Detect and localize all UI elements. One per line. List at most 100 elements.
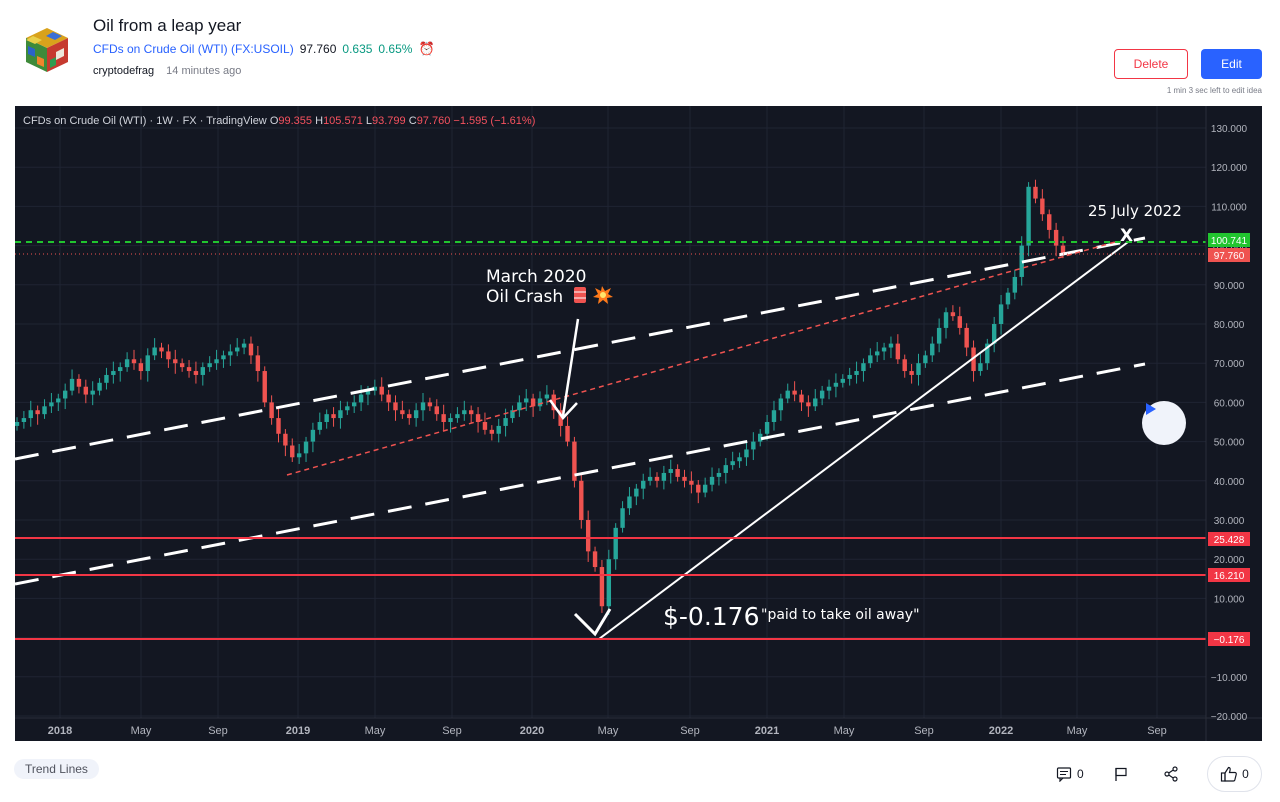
candle-body	[682, 476, 687, 481]
candle-body	[468, 410, 474, 415]
x-tick-label: Sep	[208, 725, 228, 737]
candle-body	[283, 433, 288, 446]
candle-body	[696, 484, 701, 493]
candle-body	[358, 394, 364, 403]
candle-body	[950, 312, 956, 317]
candle-body	[269, 402, 274, 419]
low-price-label: $-0.176	[663, 602, 760, 631]
candle-body	[379, 386, 384, 395]
candle-body	[303, 441, 309, 454]
x-tick-label: May	[834, 725, 855, 737]
candle-body	[255, 355, 261, 372]
candle-body	[345, 406, 350, 411]
likes-count: 0	[1242, 767, 1249, 781]
candle-body	[159, 347, 164, 352]
candle-body	[723, 465, 729, 473]
candle-body	[1040, 198, 1045, 215]
candle-body	[434, 406, 439, 415]
symbol-line: CFDs on Crude Oil (WTI) (FX:USOIL) 97.76…	[93, 41, 435, 57]
candle-body	[317, 422, 322, 430]
candle-body	[689, 480, 694, 485]
alarm-clock-icon[interactable]: ⏰	[418, 41, 435, 56]
candle-body	[482, 422, 488, 430]
y-tick-label: 50.000	[1214, 438, 1245, 449]
level-label-100741: 100.741	[1208, 233, 1250, 247]
y-tick-label: 80.000	[1214, 320, 1245, 331]
candle-body	[324, 414, 329, 422]
comments-button[interactable]: 0	[1056, 766, 1096, 782]
candle-body	[400, 410, 405, 415]
candle-body	[572, 441, 577, 481]
y-tick-label: 110.000	[1211, 202, 1247, 213]
y-tick-label: 90.000	[1214, 281, 1245, 292]
candle-body	[627, 496, 632, 509]
author-avatar[interactable]	[20, 22, 74, 76]
candle-body	[241, 343, 247, 348]
candle-body	[1053, 229, 1059, 246]
svg-text:25.428: 25.428	[1214, 535, 1245, 546]
y-tick-label: 70.000	[1214, 359, 1245, 370]
channel-middle-line	[15, 362, 1146, 586]
candle-body	[778, 398, 784, 411]
candle-body	[991, 324, 997, 344]
candle-body	[207, 363, 212, 368]
tag-trend-lines[interactable]: Trend Lines	[14, 759, 99, 779]
candle-body	[420, 402, 426, 411]
candle-body	[998, 304, 1004, 324]
candle-body	[916, 363, 921, 375]
candle-body	[668, 469, 673, 473]
crash-arrow-head	[548, 399, 578, 420]
candle-body	[365, 390, 371, 395]
x-tick-label: May	[1067, 725, 1088, 737]
y-tick-label: 60.000	[1214, 398, 1245, 409]
symbol-price: 97.760	[299, 42, 337, 56]
candle-body	[118, 367, 123, 372]
candle-body	[351, 402, 357, 407]
candle-body	[235, 347, 240, 352]
candle-body	[76, 378, 82, 387]
candle-body	[854, 371, 859, 375]
candle-body	[290, 445, 295, 458]
comment-icon	[1056, 767, 1072, 782]
chart-canvas: 130.000 120.000 110.000 100.000 90.000 80.000…	[15, 106, 1262, 741]
candle-body	[702, 484, 708, 493]
candle-body	[15, 422, 20, 426]
candle-body	[496, 425, 501, 434]
symbol-link[interactable]: CFDs on Crude Oil (WTI) (FX:USOIL)	[93, 42, 294, 56]
x-tick-label: May	[598, 725, 619, 737]
candle-body	[296, 453, 302, 458]
like-button[interactable]: 0	[1207, 756, 1262, 792]
candle-body	[544, 394, 550, 399]
play-button[interactable]	[1142, 401, 1186, 445]
author-name[interactable]: cryptodefrag	[93, 65, 155, 77]
comments-count: 0	[1077, 767, 1084, 781]
candle-body	[826, 386, 832, 391]
chart-area[interactable]: 130.000 120.000 110.000 100.000 90.000 80.000…	[15, 106, 1262, 741]
candle-body	[833, 382, 839, 387]
candle-body	[1019, 245, 1024, 277]
candle-body	[641, 480, 646, 489]
svg-text:100.741: 100.741	[1211, 236, 1248, 247]
candle-body	[489, 429, 495, 434]
delete-button[interactable]: Delete	[1114, 49, 1188, 79]
candle-body	[200, 367, 206, 375]
candle-body	[730, 461, 735, 466]
candle-body	[675, 469, 680, 477]
crash-label-line1: March 2020	[486, 267, 587, 287]
y-tick-label: 20.000	[1214, 555, 1245, 566]
candle-body	[606, 559, 612, 607]
target-date-label: 25 July 2022	[1088, 202, 1182, 220]
candle-body	[758, 433, 763, 442]
candle-body	[895, 343, 901, 360]
candle-body	[819, 390, 825, 399]
share-button[interactable]	[1146, 766, 1196, 782]
flag-button[interactable]	[1096, 766, 1146, 782]
candle-body	[475, 414, 481, 422]
candle-body	[737, 457, 742, 462]
edit-time-note: 1 min 3 sec left to edit idea	[1166, 86, 1262, 95]
edit-button[interactable]: Edit	[1201, 49, 1262, 79]
level-label-97760: 97.760	[1208, 248, 1250, 262]
candle-body	[166, 351, 171, 360]
candle-body	[131, 359, 137, 364]
channel-upper-line	[15, 236, 1146, 461]
